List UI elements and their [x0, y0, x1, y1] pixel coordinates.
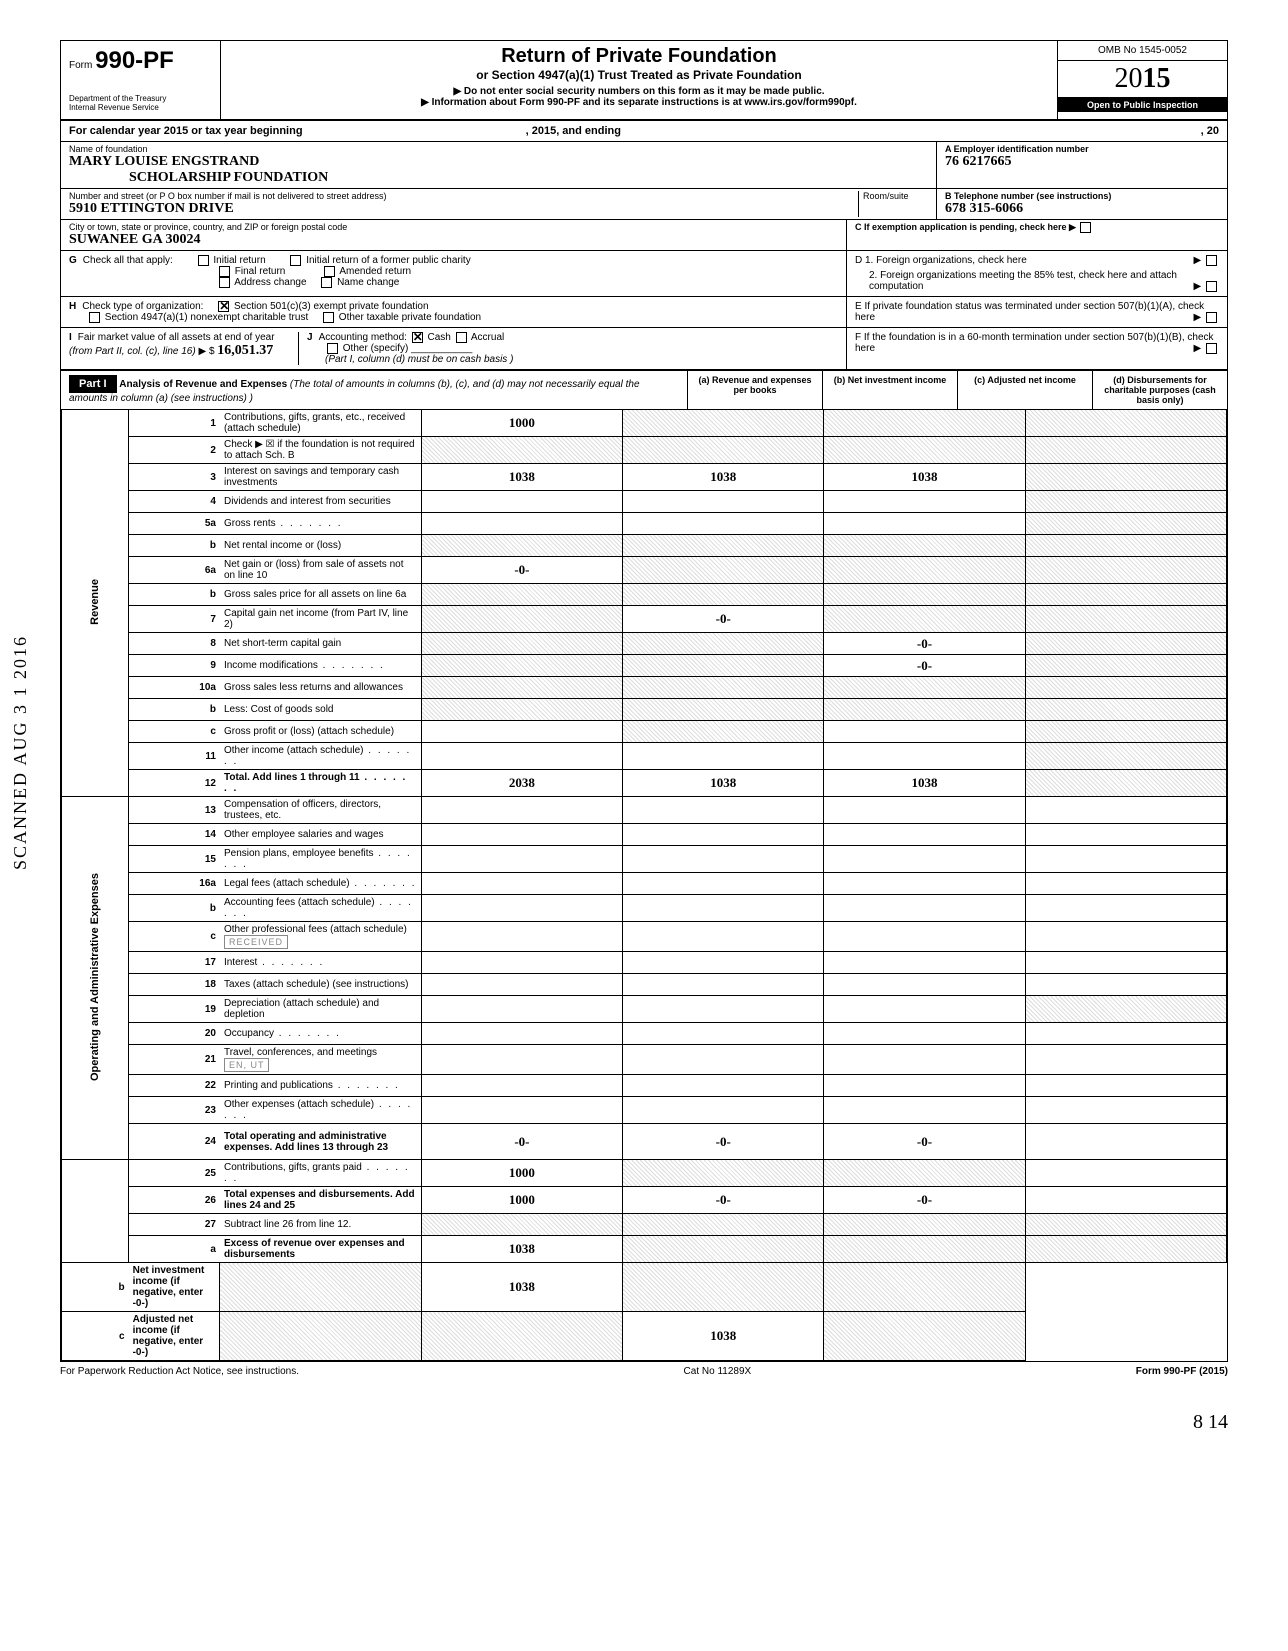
table-row: bGross sales price for all assets on lin…	[62, 584, 1227, 606]
form-number: 990-PF	[95, 47, 174, 74]
table-row: 17Interest	[62, 952, 1227, 974]
city-label: City or town, state or province, country…	[69, 222, 838, 232]
col-d-head: (d) Disbursements for charitable purpose…	[1092, 371, 1227, 409]
table-row: bNet rental income or (loss)	[62, 535, 1227, 557]
phone-value: 678 315-6066	[945, 201, 1219, 217]
table-row: 14Other employee salaries and wages	[62, 824, 1227, 846]
tax-year: 2015	[1058, 61, 1227, 98]
table-row: 20Occupancy	[62, 1023, 1227, 1045]
footer-right: Form 990-PF (2015)	[1136, 1366, 1228, 1377]
table-row: 19Depreciation (attach schedule) and dep…	[62, 996, 1227, 1023]
table-row: 15Pension plans, employee benefits	[62, 846, 1227, 873]
table-row: bLess: Cost of goods sold	[62, 699, 1227, 721]
table-row: cGross profit or (loss) (attach schedule…	[62, 721, 1227, 743]
table-row: 27Subtract line 26 from line 12.	[62, 1214, 1227, 1236]
table-row: 8Net short-term capital gain-0-	[62, 633, 1227, 655]
page-footer: For Paperwork Reduction Act Notice, see …	[60, 1362, 1228, 1381]
handwritten-page-numbers: 8 14	[60, 1411, 1228, 1434]
table-row: 9Income modifications-0-	[62, 655, 1227, 677]
table-row: 4Dividends and interest from securities	[62, 491, 1227, 513]
table-row: cAdjusted net income (if negative, enter…	[62, 1312, 1227, 1361]
address-label: Number and street (or P O box number if …	[69, 191, 858, 201]
analysis-table: Revenue1Contributions, gifts, grants, et…	[61, 410, 1227, 1361]
table-row: 12Total. Add lines 1 through 11203810381…	[62, 770, 1227, 797]
table-row: 5aGross rents	[62, 513, 1227, 535]
expenses-label: Operating and Administrative Expenses	[89, 873, 101, 1081]
table-row: bAccounting fees (attach schedule)	[62, 895, 1227, 922]
box-c-check[interactable]	[1080, 222, 1091, 233]
table-row: 16aLegal fees (attach schedule)	[62, 873, 1227, 895]
box-g: GCheck all that apply: Initial return In…	[61, 251, 847, 296]
omb-number: OMB No 1545-0052	[1058, 41, 1227, 61]
form-header: Form 990-PF Department of the Treasury I…	[61, 41, 1227, 121]
table-row: 11Other income (attach schedule)	[62, 743, 1227, 770]
table-row: 18Taxes (attach schedule) (see instructi…	[62, 974, 1227, 996]
table-row: aExcess of revenue over expenses and dis…	[62, 1236, 1227, 1263]
instr-info: ▶ Information about Form 990-PF and its …	[229, 97, 1049, 108]
box-d2: 2. Foreign organizations meeting the 85%…	[869, 270, 1177, 292]
ein-value: 76 6217665	[945, 154, 1219, 170]
box-f: F If the foundation is in a 60-month ter…	[855, 332, 1214, 354]
table-row: 21Travel, conferences, and meetings EN, …	[62, 1045, 1227, 1075]
part-i-tag: Part I	[69, 375, 117, 393]
scan-stamp: SCANNED AUG 3 1 2016	[10, 635, 31, 870]
revenue-label: Revenue	[89, 579, 101, 625]
room-label: Room/suite	[858, 191, 928, 217]
footer-left: For Paperwork Reduction Act Notice, see …	[60, 1366, 299, 1377]
col-b-head: (b) Net investment income	[822, 371, 957, 409]
calendar-year-row: For calendar year 2015 or tax year begin…	[61, 121, 1227, 142]
table-row: 6aNet gain or (loss) from sale of assets…	[62, 557, 1227, 584]
foundation-name-2: SCHOLARSHIP FOUNDATION	[129, 170, 928, 186]
table-row: 22Printing and publications	[62, 1075, 1227, 1097]
foundation-name-1: MARY LOUISE ENGSTRAND	[69, 154, 928, 170]
address-value: 5910 ETTINGTON DRIVE	[69, 201, 858, 217]
table-row: 26Total expenses and disbursements. Add …	[62, 1187, 1227, 1214]
footer-mid: Cat No 11289X	[684, 1366, 752, 1377]
instr-ssn: ▶ Do not enter social security numbers o…	[229, 86, 1049, 97]
table-row: bNet investment income (if negative, ent…	[62, 1263, 1227, 1312]
phone-label: B Telephone number (see instructions)	[945, 191, 1219, 201]
box-e: E If private foundation status was termi…	[855, 301, 1204, 323]
table-row: 2Check ▶ ☒ if the foundation is not requ…	[62, 437, 1227, 464]
table-row: 25Contributions, gifts, grants paid1000	[62, 1160, 1227, 1187]
table-row: 10aGross sales less returns and allowanc…	[62, 677, 1227, 699]
city-value: SUWANEE GA 30024	[69, 232, 838, 248]
table-row: cOther professional fees (attach schedul…	[62, 922, 1227, 952]
table-row: 7Capital gain net income (from Part IV, …	[62, 606, 1227, 633]
table-row: Operating and Administrative Expenses13C…	[62, 797, 1227, 824]
box-d1: D 1. Foreign organizations, check here	[855, 255, 1027, 266]
form-title: Return of Private Foundation	[229, 45, 1049, 68]
part-i-title: Analysis of Revenue and Expenses	[119, 379, 287, 390]
table-row: Revenue1Contributions, gifts, grants, et…	[62, 410, 1227, 437]
table-row: 23Other expenses (attach schedule)	[62, 1097, 1227, 1124]
fmv-value: 16,051.37	[217, 343, 273, 358]
form-subtitle: or Section 4947(a)(1) Trust Treated as P…	[229, 68, 1049, 82]
form-990pf: Form 990-PF Department of the Treasury I…	[60, 40, 1228, 1362]
table-row: 3Interest on savings and temporary cash …	[62, 464, 1227, 491]
table-row: 24Total operating and administrative exp…	[62, 1124, 1227, 1160]
ein-label: A Employer identification number	[945, 144, 1219, 154]
col-a-head: (a) Revenue and expenses per books	[687, 371, 822, 409]
col-c-head: (c) Adjusted net income	[957, 371, 1092, 409]
form-label: Form	[69, 60, 92, 71]
name-label: Name of foundation	[69, 144, 928, 154]
box-h: HCheck type of organization: Section 501…	[61, 297, 847, 327]
public-inspection: Open to Public Inspection	[1058, 98, 1227, 112]
dept-irs: Internal Revenue Service	[69, 104, 212, 113]
box-c: C If exemption application is pending, c…	[855, 222, 1076, 232]
